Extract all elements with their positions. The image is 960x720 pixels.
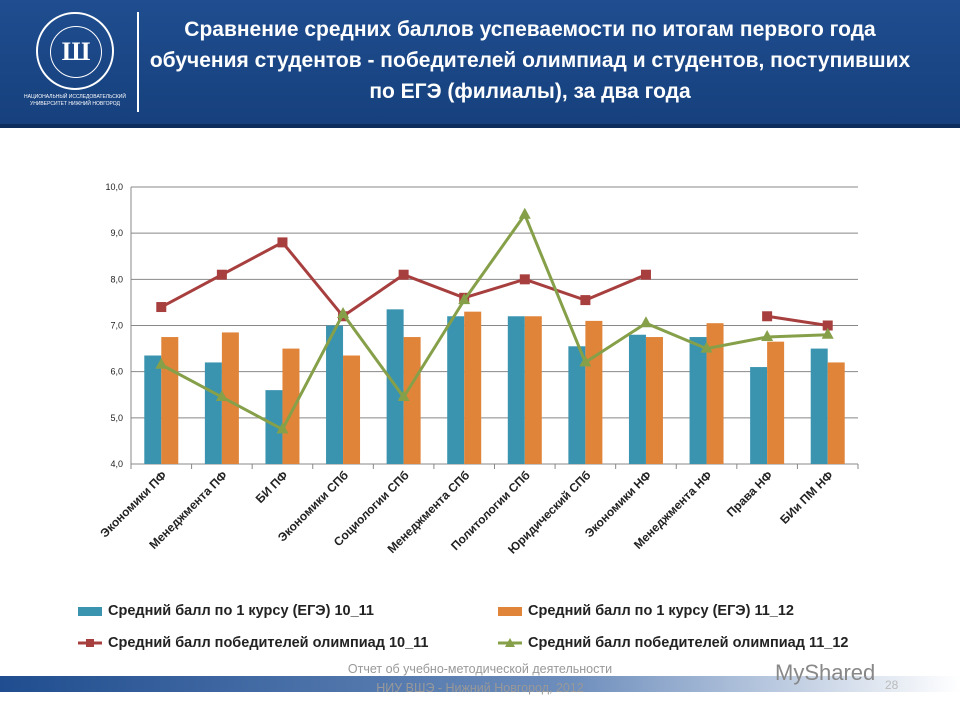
footer-bar xyxy=(0,676,960,692)
bar xyxy=(204,362,222,464)
bar xyxy=(767,341,785,464)
data-point xyxy=(398,269,409,280)
data-point xyxy=(640,269,651,280)
header: Ш НАЦИОНАЛЬНЫЙ ИССЛЕДОВАТЕЛЬСКИЙ УНИВЕРС… xyxy=(0,0,960,128)
data-point xyxy=(761,330,774,342)
data-point xyxy=(579,355,592,367)
bar xyxy=(628,334,646,464)
bar xyxy=(568,346,586,464)
legend-item: Средний балл победителей олимпиад 11_12 xyxy=(498,635,848,651)
y-tick-label: 10,0 xyxy=(105,182,123,192)
legend-square-marker-icon xyxy=(78,639,102,647)
data-point xyxy=(337,306,350,318)
bar xyxy=(403,337,421,464)
bar xyxy=(464,311,482,464)
divider xyxy=(137,12,139,112)
data-point xyxy=(639,316,652,328)
series-line xyxy=(766,314,828,327)
bar xyxy=(144,355,162,464)
bar xyxy=(326,325,344,464)
data-point xyxy=(762,311,773,322)
data-point xyxy=(156,302,167,313)
data-point xyxy=(155,357,168,369)
data-point xyxy=(216,269,227,280)
y-tick-label: 5,0 xyxy=(110,413,123,423)
x-tick-label: БИ ПФ xyxy=(253,468,291,506)
data-point xyxy=(821,327,834,339)
bar xyxy=(282,348,300,464)
legend-swatch xyxy=(78,606,102,616)
legend-item: Средний балл по 1 курсу (ЕГЭ) 10_11 xyxy=(78,603,374,619)
bar xyxy=(750,367,768,464)
legend-swatch xyxy=(498,606,522,616)
data-point xyxy=(822,320,833,331)
bar xyxy=(524,316,542,464)
bar xyxy=(810,348,828,464)
bar xyxy=(689,337,707,464)
y-tick-label: 7,0 xyxy=(110,321,123,331)
watermark: MyShared xyxy=(775,660,876,685)
slide-title: Сравнение средних баллов успеваемости по… xyxy=(149,18,911,103)
hse-logo: Ш xyxy=(36,12,114,90)
bar xyxy=(507,316,525,464)
y-tick-label: 6,0 xyxy=(110,367,123,377)
data-point xyxy=(458,293,471,305)
y-tick-label: 8,0 xyxy=(110,274,123,284)
bar xyxy=(645,337,663,464)
legend-item: Средний балл по 1 курсу (ЕГЭ) 11_12 xyxy=(498,603,794,619)
x-tick-label: Права НФ xyxy=(724,468,775,519)
data-point xyxy=(276,422,289,434)
series-line xyxy=(160,211,828,432)
y-tick-label: 4,0 xyxy=(110,459,123,469)
legend-item: Средний балл победителей олимпиад 10_11 xyxy=(78,635,428,651)
footer-text: Отчет об учебно-методической деятельност… xyxy=(347,662,613,695)
data-point xyxy=(397,390,410,402)
bar xyxy=(265,390,283,464)
bar xyxy=(161,337,179,464)
data-point xyxy=(519,274,530,285)
bar xyxy=(447,316,465,464)
bar xyxy=(343,355,361,464)
data-point xyxy=(277,237,288,248)
x-tick-label: БИи ПМ НФ xyxy=(777,468,836,527)
data-point xyxy=(580,295,591,306)
page-number: 28 xyxy=(885,678,899,692)
bar xyxy=(221,332,239,464)
bar xyxy=(585,320,603,464)
data-point xyxy=(518,207,531,219)
logo-text: НАЦИОНАЛЬНЫЙ ИССЛЕДОВАТЕЛЬСКИЙ УНИВЕРСИТ… xyxy=(24,94,126,107)
y-tick-label: 9,0 xyxy=(110,228,123,238)
data-point xyxy=(700,341,713,353)
data-point xyxy=(215,390,228,402)
bar xyxy=(706,323,724,464)
bar xyxy=(827,362,845,464)
legend-triangle-marker-icon xyxy=(498,638,522,647)
